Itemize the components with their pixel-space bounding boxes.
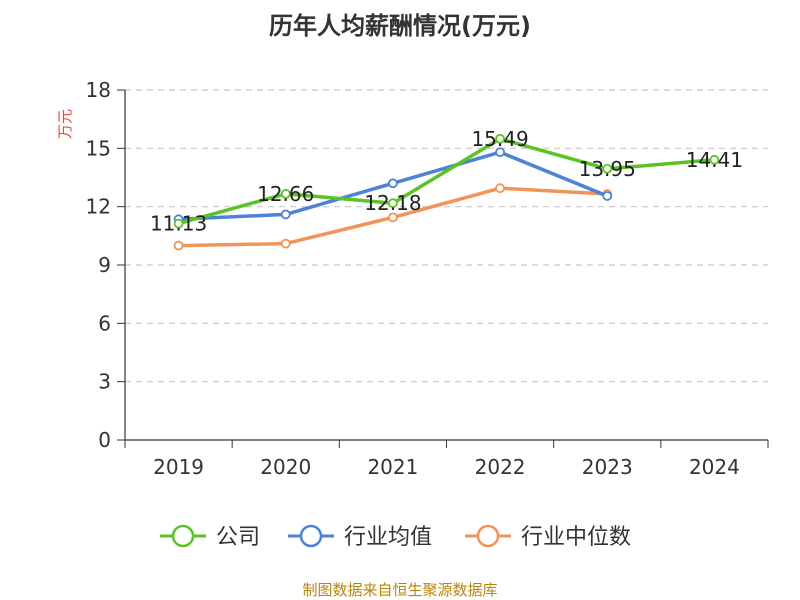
x-tick-label: 2020 [260,455,311,479]
legend-marker [171,524,195,548]
data-point [388,178,398,189]
data-point [388,212,398,223]
y-tick-label: 6 [98,311,111,335]
legend-label: 公司 [216,525,260,550]
x-tick-label: 2024 [689,455,740,479]
data-point [280,209,291,220]
data-point [280,188,291,199]
x-tick-label: 2022 [475,455,526,479]
y-tick-label: 18 [86,78,111,102]
data-label: 12.66 [257,182,314,206]
source-note: 制图数据来自恒生聚源数据库 [302,581,498,599]
data-label: 15.49 [471,127,528,151]
legend-label: 行业均值 [344,525,432,550]
legend-label: 行业中位数 [521,525,631,550]
y-axis-ticks: 0 3 6 9 12 15 18 [86,78,125,452]
data-point [495,147,505,158]
x-tick-label: 2021 [367,455,418,479]
series-group [173,133,720,251]
data-point [495,133,505,144]
y-tick-label: 15 [86,136,111,160]
legend[interactable]: 公司 行业均值 行业中位数 [160,524,631,550]
legend-marker [299,524,323,548]
data-label: 13.95 [579,157,636,181]
x-tick-label: 2019 [153,455,204,479]
data-label: 11.13 [150,212,207,236]
y-tick-label: 3 [98,370,111,394]
data-labels: 11.13 12.66 12.18 15.49 13.95 14.41 [150,127,743,236]
legend-marker [476,524,500,548]
data-label: 12.18 [364,191,421,215]
chart-title: 历年人均薪酬情况(万元) [269,12,531,40]
series-line-0 [178,137,715,226]
data-point [602,163,613,174]
grid-lines [125,89,768,383]
data-point [280,238,291,249]
data-label: 14.41 [686,148,743,172]
y-axis-label: 万元 [56,109,74,139]
x-tick-label: 2023 [582,455,633,479]
data-point [602,191,613,201]
data-point [173,240,184,251]
data-point [709,154,720,165]
data-point [173,218,184,229]
data-point [388,198,398,209]
x-axis-ticks: 2019 2020 2021 2022 2023 2024 [124,440,769,479]
data-point [495,183,505,194]
y-tick-label: 9 [98,253,111,277]
y-tick-label: 12 [86,195,111,219]
y-tick-label: 0 [98,428,111,452]
